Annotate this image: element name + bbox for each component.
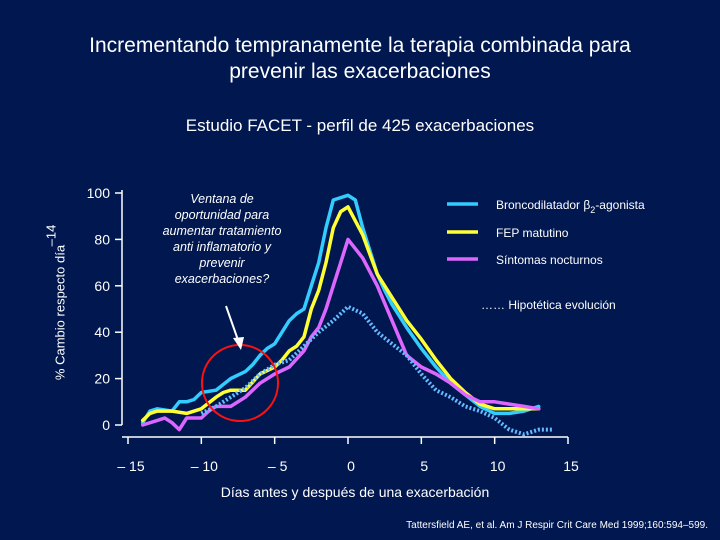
annotation-line-1: Ventana de: [190, 192, 254, 206]
legend-label-4: …… Hipotética evolución: [481, 298, 616, 312]
annotation-line-3: aumentar tratamiento: [163, 224, 282, 238]
x-tick-label: 5: [420, 458, 428, 474]
annotation-line-6: exacerbaciones?: [175, 272, 270, 286]
legend-label-1: Broncodilatador β2-agonista: [496, 198, 645, 215]
legend-label-3: Síntomas nocturnos: [496, 253, 603, 267]
x-tick-label: – 5: [268, 458, 288, 474]
annotation-arrow-line: [225, 305, 239, 341]
annotation-line-5: prevenir: [198, 256, 245, 270]
legend-label-2: FEP matutino: [496, 226, 569, 240]
annotation: Ventana de oportunidad para aumentar tra…: [163, 192, 282, 422]
x-tick-label: 10: [490, 458, 506, 474]
y-tick-label: 20: [94, 371, 110, 387]
x-axis-label: Días antes y después de una exacerbación: [221, 484, 490, 500]
plot-area: [140, 193, 554, 437]
series-line-2: [140, 205, 541, 423]
y-tick-label: 60: [94, 278, 110, 294]
y-tick-label: 100: [87, 185, 111, 201]
y-tick-label: 80: [94, 231, 110, 247]
x-tick-label: – 10: [191, 458, 218, 474]
series-line-4: [200, 304, 554, 437]
x-tick-label: 0: [347, 458, 355, 474]
title-line-2: prevenir las exacerbaciones: [229, 60, 491, 83]
opportunity-circle: [201, 344, 279, 422]
citation: Tattersfield AE, et al. Am J Respir Crit…: [406, 520, 708, 531]
title-line-1: Incrementando tempranamente la terapia c…: [89, 34, 631, 57]
y-tick-label: 40: [94, 324, 110, 340]
x-tick-label: – 15: [117, 458, 144, 474]
annotation-line-2: oportunidad para: [175, 208, 270, 222]
axes: 0 20 40 60 80 100 – 15 – 10 – 5 0 5 10 15 Días antes …: [87, 185, 579, 500]
y-tick-label: 0: [102, 417, 110, 433]
annotation-arrow-head: [233, 337, 244, 350]
series-line-1: [140, 193, 541, 425]
series-line-3: [140, 237, 541, 432]
x-tick-label: 15: [563, 458, 579, 474]
chart-subtitle: Estudio FACET - perfil de 425 exacerbaci…: [185, 116, 535, 135]
annotation-line-4: anti inflamatorio y: [173, 240, 272, 254]
legend: Broncodilatador β2-agonista FEP matutino S…: [447, 198, 645, 312]
